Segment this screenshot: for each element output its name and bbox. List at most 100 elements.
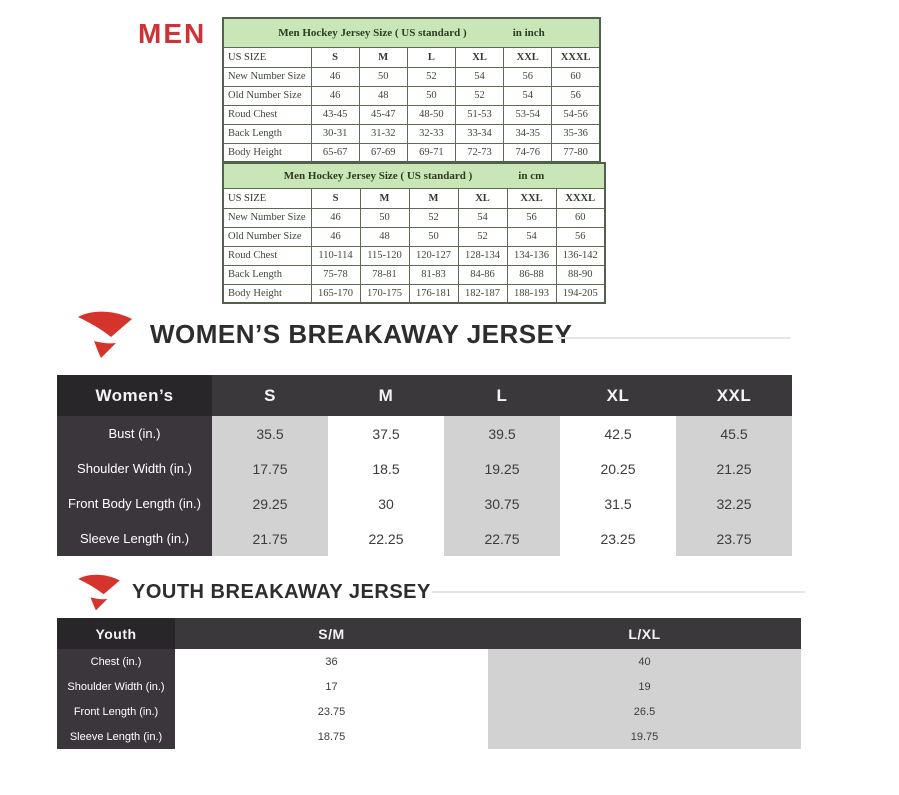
value-cell: 19 xyxy=(488,674,801,699)
men-cm-table-title: Men Hockey Jersey Size ( US standard ) xyxy=(283,169,473,182)
value-cell: 72-73 xyxy=(454,142,505,163)
row-label-cell: Shoulder Width (in.) xyxy=(57,451,212,486)
header-size-cell: L xyxy=(406,46,456,68)
value-cell: 128-134 xyxy=(457,245,508,266)
row-label-cell: Back Length xyxy=(222,264,312,285)
value-cell: 23.75 xyxy=(175,699,488,724)
value-cell: 182-187 xyxy=(457,283,508,304)
youth-section-title: YOUTH BREAKAWAY JERSEY xyxy=(132,580,431,603)
value-cell: 88-90 xyxy=(555,264,606,285)
women-section-title: WOMEN’S BREAKAWAY JERSEY xyxy=(150,318,573,349)
men-cm-size-table: Men Hockey Jersey Size ( US standard ) i… xyxy=(222,162,606,304)
value-cell: 54 xyxy=(454,66,505,87)
row-label-cell: Old Number Size xyxy=(222,85,312,106)
table-header-row: US SIZE S M M XL XXL XXXL xyxy=(222,187,606,209)
value-cell: 22.75 xyxy=(444,521,560,556)
row-label-cell: Back Length xyxy=(222,123,312,144)
value-cell: 46 xyxy=(310,85,360,106)
table-row: Front Length (in.) 23.75 26.5 xyxy=(57,699,801,724)
header-size-cell: S xyxy=(212,375,328,416)
table-row: Shoulder Width (in.) 17.75 18.5 19.25 20.25 2… xyxy=(57,451,792,486)
value-cell: 48 xyxy=(358,85,408,106)
value-cell: 77-80 xyxy=(551,142,601,163)
header-label-cell: US SIZE xyxy=(222,46,312,68)
table-row: Bust (in.) 35.5 37.5 39.5 42.5 45.5 xyxy=(57,416,792,451)
value-cell: 19.25 xyxy=(444,451,560,486)
value-cell: 36 xyxy=(175,649,488,674)
value-cell: 53-54 xyxy=(503,104,553,125)
value-cell: 54 xyxy=(457,207,508,228)
value-cell: 46 xyxy=(310,66,360,87)
value-cell: 48-50 xyxy=(406,104,456,125)
table-row: Old Number Size 46 48 50 52 54 56 xyxy=(222,226,606,247)
value-cell: 74-76 xyxy=(503,142,553,163)
header-label-cell: Women’s xyxy=(57,375,212,416)
value-cell: 194-205 xyxy=(555,283,606,304)
table-row: Old Number Size 46 48 50 52 54 56 xyxy=(222,85,601,106)
header-size-cell: L/XL xyxy=(488,618,801,649)
header-label-cell: US SIZE xyxy=(222,187,312,209)
value-cell: 30-31 xyxy=(310,123,360,144)
fanatics-flag-logo-icon xyxy=(78,311,132,358)
divider-line xyxy=(557,337,791,339)
value-cell: 50 xyxy=(359,207,410,228)
women-section-header: WOMEN’S BREAKAWAY JERSEY xyxy=(74,306,572,362)
table-row: Back Length 75-78 78-81 81-83 84-86 86-88 88-9… xyxy=(222,264,606,285)
header-size-cell: M xyxy=(358,46,408,68)
value-cell: 26.5 xyxy=(488,699,801,724)
value-cell: 46 xyxy=(310,226,361,247)
table-row: Body Height 65-67 67-69 69-71 72-73 74-76 77-8… xyxy=(222,142,601,163)
value-cell: 45.5 xyxy=(676,416,792,451)
value-cell: 37.5 xyxy=(328,416,444,451)
value-cell: 78-81 xyxy=(359,264,410,285)
value-cell: 110-114 xyxy=(310,245,361,266)
value-cell: 48 xyxy=(359,226,410,247)
row-label-cell: Roud Chest xyxy=(222,245,312,266)
table-row: Shoulder Width (in.) 17 19 xyxy=(57,674,801,699)
value-cell: 50 xyxy=(358,66,408,87)
value-cell: 136-142 xyxy=(555,245,606,266)
men-inch-table-title: Men Hockey Jersey Size ( US standard ) xyxy=(278,26,467,39)
table-row: Body Height 165-170 170-175 176-181 182-187 1… xyxy=(222,283,606,304)
header-size-cell: XL xyxy=(454,46,505,68)
value-cell: 115-120 xyxy=(359,245,410,266)
header-size-cell: M xyxy=(359,187,410,209)
value-cell: 86-88 xyxy=(506,264,557,285)
table-row: Front Body Length (in.) 29.25 30 30.75 31.5 3… xyxy=(57,486,792,521)
header-size-cell: S/M xyxy=(175,618,488,649)
row-label-cell: New Number Size xyxy=(222,66,312,87)
value-cell: 29.25 xyxy=(212,486,328,521)
value-cell: 56 xyxy=(555,226,606,247)
value-cell: 31-32 xyxy=(358,123,408,144)
value-cell: 75-78 xyxy=(310,264,361,285)
value-cell: 23.25 xyxy=(560,521,676,556)
row-label-cell: Roud Chest xyxy=(222,104,312,125)
value-cell: 18.5 xyxy=(328,451,444,486)
value-cell: 120-127 xyxy=(408,245,459,266)
value-cell: 46 xyxy=(310,207,361,228)
row-label-cell: New Number Size xyxy=(222,207,312,228)
row-label-cell: Body Height xyxy=(222,142,312,163)
value-cell: 21.25 xyxy=(676,451,792,486)
value-cell: 52 xyxy=(457,226,508,247)
value-cell: 20.25 xyxy=(560,451,676,486)
value-cell: 39.5 xyxy=(444,416,560,451)
row-label-cell: Sleeve Length (in.) xyxy=(57,724,175,749)
value-cell: 34-35 xyxy=(503,123,553,144)
value-cell: 35-36 xyxy=(551,123,601,144)
row-label-cell: Bust (in.) xyxy=(57,416,212,451)
row-label-cell: Sleeve Length (in.) xyxy=(57,521,212,556)
value-cell: 56 xyxy=(503,66,553,87)
divider-line xyxy=(432,591,805,593)
value-cell: 65-67 xyxy=(310,142,360,163)
men-section-label: MEN xyxy=(138,18,207,49)
value-cell: 22.25 xyxy=(328,521,444,556)
value-cell: 30 xyxy=(328,486,444,521)
value-cell: 17 xyxy=(175,674,488,699)
header-size-cell: M xyxy=(408,187,459,209)
value-cell: 40 xyxy=(488,649,801,674)
value-cell: 51-53 xyxy=(454,104,505,125)
header-size-cell: M xyxy=(328,375,444,416)
table-header-row: Women’s S M L XL XXL xyxy=(57,375,792,416)
value-cell: 32.25 xyxy=(676,486,792,521)
